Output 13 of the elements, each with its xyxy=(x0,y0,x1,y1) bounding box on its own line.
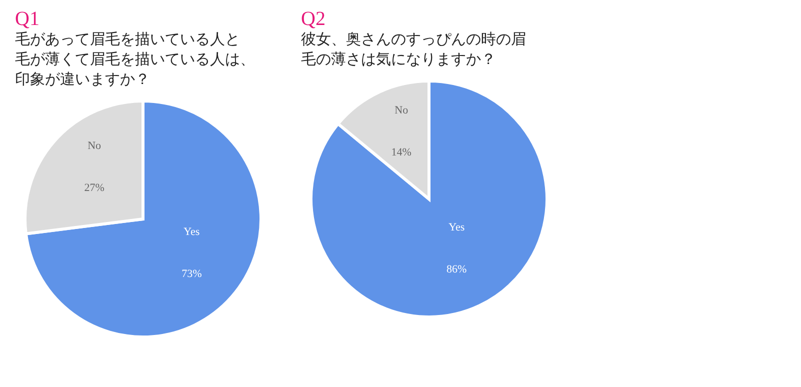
chart-title: Q2 xyxy=(301,8,326,30)
slice-label: No xyxy=(88,140,102,152)
chart-title: Q1 xyxy=(15,8,40,30)
chart-subtitle: 毛があって眉毛を描いている人と毛が薄くて眉毛を描いている人は、印象が違いますか？ xyxy=(15,30,255,88)
data-label: 86% xyxy=(446,264,467,276)
slice-label: Yes xyxy=(448,222,465,234)
slice-label: Yes xyxy=(184,226,200,238)
pie-slice xyxy=(310,80,548,318)
chart-subtitle: 彼女、奥さんのすっぴんの時の眉毛の薄さは気になりますか？ xyxy=(301,30,526,68)
data-label: 14% xyxy=(391,146,412,158)
data-label: 27% xyxy=(84,182,104,194)
data-label: 73% xyxy=(182,268,202,280)
slice-label: No xyxy=(394,104,409,116)
